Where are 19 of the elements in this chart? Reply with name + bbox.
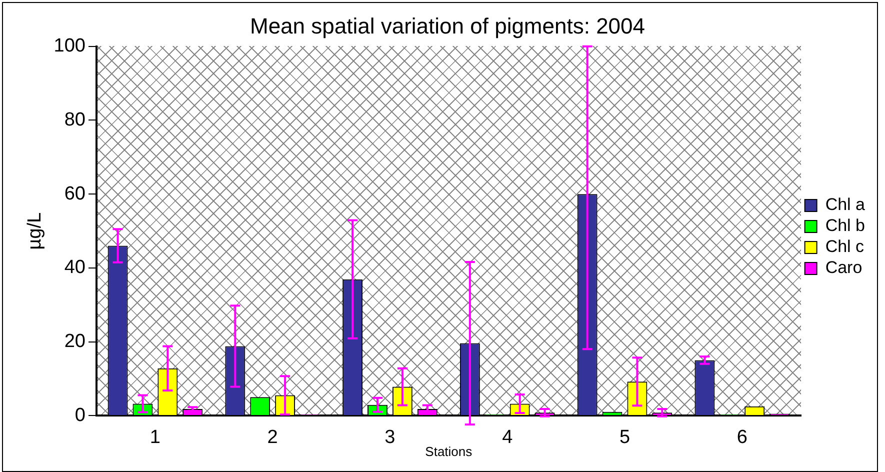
legend-label: Chl c [825,237,865,256]
y-tick-label: 20 [64,330,86,352]
legend-label: Caro [825,258,862,278]
legend-label: Chl b [825,216,865,236]
x-tick-label: 1 [150,427,160,448]
chart-title: Mean spatial variation of pigments: 2004 [250,13,646,38]
x-tick-label: 6 [736,427,748,448]
y-tick-label: 80 [64,109,86,130]
x-tick-label: 3 [384,427,396,448]
y-tick-label: 100 [54,36,86,57]
y-axis-title: µg/L [24,212,46,250]
x-tick-label: 5 [619,427,630,448]
x-tick-label: 4 [502,427,514,448]
legend-label: Chl a [825,195,866,214]
y-tick-label: 60 [64,183,86,204]
y-tick-label: 40 [64,257,86,278]
y-tick-label: 0 [74,404,86,426]
x-axis-title: Stations [425,444,473,459]
x-tick-label: 2 [267,427,278,448]
